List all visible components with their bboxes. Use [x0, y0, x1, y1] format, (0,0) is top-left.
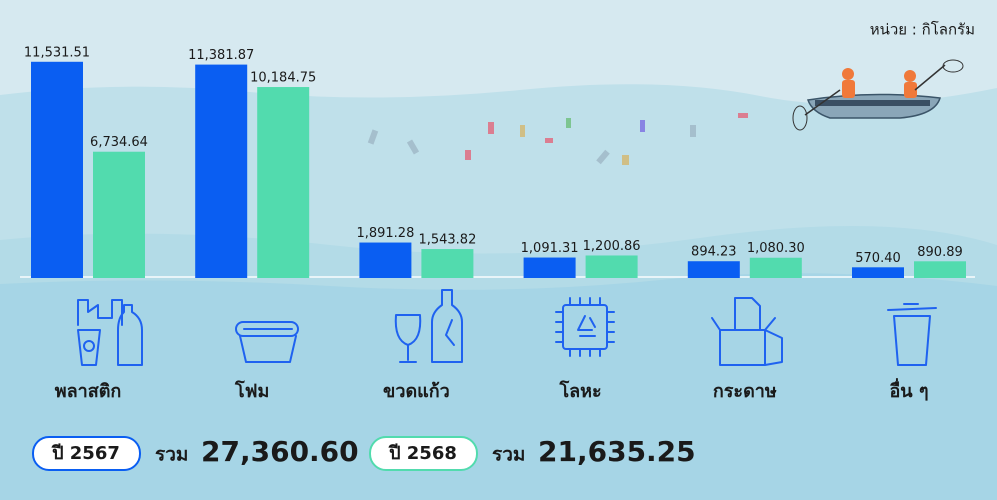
category-label: ขวดแก้ว [383, 381, 450, 402]
total-text: รวม [492, 444, 525, 466]
total-value: 27,360.60 [201, 435, 359, 468]
bar [93, 151, 145, 278]
bar [257, 87, 310, 278]
value-label: 1,091.31 [521, 241, 579, 256]
bar [749, 257, 802, 278]
icon-plastic [77, 299, 143, 366]
value-label: 894.23 [691, 245, 737, 260]
total-value: 21,635.25 [538, 435, 696, 468]
boat-illustration [792, 59, 964, 131]
legend-pill [32, 436, 141, 471]
unit: หน่วย : กิโลกรัม [870, 21, 975, 39]
value-label: 11,381.87 [188, 48, 254, 63]
category-label: กระดาษ [713, 381, 777, 402]
icon-other [887, 303, 937, 366]
bar [687, 261, 740, 278]
bar [914, 261, 966, 278]
icon-glass [394, 289, 463, 363]
bar [359, 242, 412, 278]
category-label: พลาสติก [55, 381, 122, 402]
value-label: 1,080.30 [747, 241, 805, 256]
value-label: 1,543.82 [418, 233, 476, 248]
bar [852, 267, 904, 278]
baseline [20, 276, 975, 278]
icon-paper [711, 297, 783, 366]
bar [195, 64, 248, 278]
bar [31, 61, 83, 279]
value-label: 6,734.64 [90, 135, 148, 150]
icon-metal [555, 297, 615, 357]
value-label: 1,200.86 [583, 239, 641, 254]
bar [421, 249, 474, 278]
legend-pill [369, 436, 478, 471]
total-text: รวม [155, 444, 188, 466]
value-label: 570.40 [855, 251, 901, 266]
value-label: 1,891.28 [356, 226, 414, 241]
legend-label: ปี 2568 [388, 443, 457, 464]
value-label: 11,531.51 [24, 45, 90, 60]
category-label: อื่น ๆ [889, 378, 928, 402]
icon-foam [235, 321, 299, 363]
bar [585, 255, 638, 278]
value-label: 10,184.75 [250, 71, 316, 86]
category-label: โลหะ [558, 380, 601, 402]
value-label: 890.89 [917, 245, 963, 260]
water-bottom [0, 273, 997, 500]
category-label: โฟม [234, 380, 269, 402]
legend-label: ปี 2567 [51, 443, 120, 464]
bar [523, 257, 576, 278]
debris [367, 113, 748, 165]
